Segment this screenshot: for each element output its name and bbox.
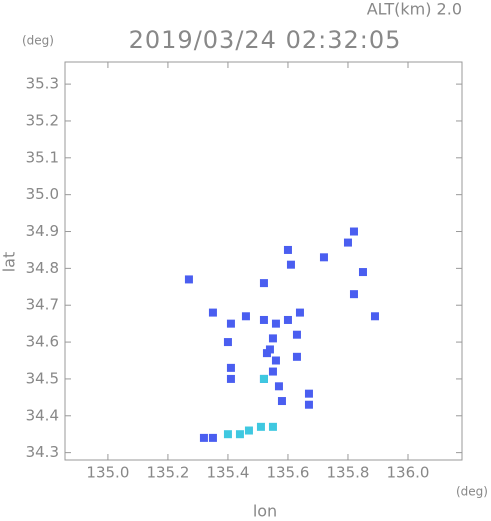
echo-cell xyxy=(259,374,268,383)
echo-cell xyxy=(223,338,232,347)
echo-cell xyxy=(199,433,208,442)
x-tick-label: 135.2 xyxy=(146,464,189,482)
echo-cell xyxy=(208,308,217,317)
x-tick-label: 135.4 xyxy=(206,464,249,482)
echo-cell xyxy=(226,374,235,383)
y-tick-label: 34.7 xyxy=(26,296,59,314)
x-axis-label: lon xyxy=(253,502,277,521)
echo-cell xyxy=(349,290,358,299)
x-unit: (deg) xyxy=(456,485,488,499)
altitude-label: ALT(km) 2.0 xyxy=(367,0,462,19)
y-axis-label: lat xyxy=(0,252,19,273)
y-tick-label: 35.0 xyxy=(26,185,59,203)
echo-cell xyxy=(283,315,292,324)
echo-cell xyxy=(262,349,271,358)
echo-cell xyxy=(259,315,268,324)
echo-cell xyxy=(283,245,292,254)
x-tick-label: 136.0 xyxy=(387,464,430,482)
echo-cell xyxy=(235,430,244,439)
plot-frame xyxy=(64,61,463,461)
y-unit: (deg) xyxy=(22,34,54,48)
y-tick-label: 34.8 xyxy=(26,259,59,277)
echo-cell xyxy=(223,430,232,439)
echo-cell xyxy=(226,363,235,372)
y-tick-label: 34.3 xyxy=(26,443,59,461)
y-tick-label: 34.9 xyxy=(26,222,59,240)
echo-cell xyxy=(208,433,217,442)
x-tick-label: 135.6 xyxy=(266,464,309,482)
y-tick-label: 35.3 xyxy=(26,75,59,93)
echo-cell xyxy=(259,279,268,288)
echo-cell xyxy=(256,422,265,431)
echo-cell xyxy=(271,356,280,365)
echo-cell xyxy=(274,382,283,391)
echo-cell xyxy=(349,227,358,236)
echo-cell xyxy=(343,238,352,247)
echo-cell xyxy=(370,312,379,321)
echo-cell xyxy=(292,352,301,361)
echo-cell xyxy=(184,275,193,284)
echo-cell xyxy=(304,389,313,398)
echo-cell xyxy=(271,319,280,328)
y-tick-label: 34.4 xyxy=(26,406,59,424)
echo-cell xyxy=(304,400,313,409)
echo-cell xyxy=(358,268,367,277)
echo-cell xyxy=(295,308,304,317)
y-tick-label: 35.1 xyxy=(26,148,59,166)
echo-cell xyxy=(268,422,277,431)
echo-cell xyxy=(226,319,235,328)
y-tick-label: 34.6 xyxy=(26,333,59,351)
echo-cell xyxy=(319,253,328,262)
echo-cell xyxy=(286,260,295,269)
echo-cell xyxy=(244,426,253,435)
echo-cell xyxy=(277,397,286,406)
y-tick-label: 35.2 xyxy=(26,111,59,129)
x-tick-label: 135.0 xyxy=(86,464,129,482)
chart-title: 2019/03/24 02:32:05 xyxy=(129,26,402,54)
x-tick-label: 135.8 xyxy=(326,464,369,482)
echo-cell xyxy=(292,330,301,339)
echo-cell xyxy=(268,367,277,376)
y-tick-label: 34.5 xyxy=(26,369,59,387)
echo-cell xyxy=(241,312,250,321)
echo-cell xyxy=(268,334,277,343)
